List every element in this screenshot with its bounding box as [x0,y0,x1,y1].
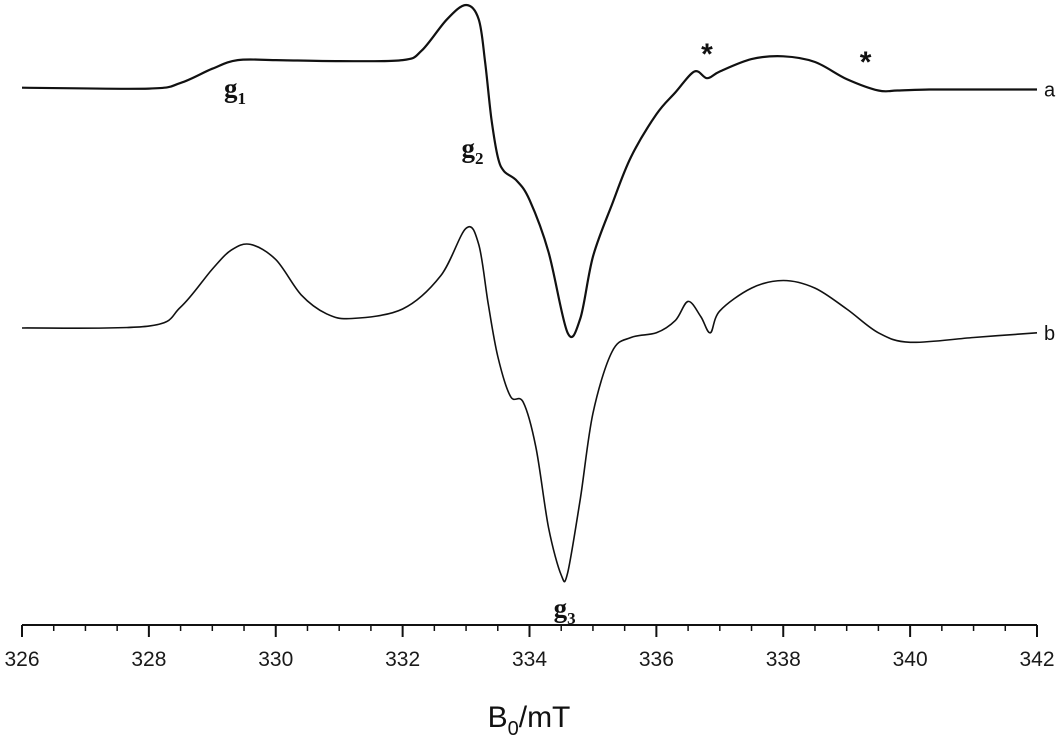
x-tick-label: 334 [512,648,547,671]
series-label-b: b [1044,323,1055,345]
x-axis: 326 328 330 332 334 336 338 340 342 [4,624,1055,671]
annotations-layer: g1 g2 g3 * * [224,38,872,628]
x-tick-label: 336 [639,648,674,671]
g2-label: g2 [461,133,483,168]
asterisk-marker: * [860,46,872,79]
series-line-a [21,3,1037,339]
x-tick-label: 326 [4,648,39,671]
x-tick-label: 338 [766,648,801,671]
x-tick-label: 328 [131,648,166,671]
x-tick-label: 332 [385,648,420,671]
series-line-b [21,225,1038,583]
x-tick-label: 340 [893,648,928,671]
x-tick-label: 330 [258,648,293,671]
series-label-a: a [1044,80,1056,102]
asterisk-marker: * [701,38,713,71]
g1-label: g1 [224,73,246,108]
x-axis-title: B0/mT [488,701,571,740]
x-tick-label: 342 [1019,648,1054,671]
g3-label: g3 [554,593,576,628]
traces-layer: ab [21,3,1056,583]
